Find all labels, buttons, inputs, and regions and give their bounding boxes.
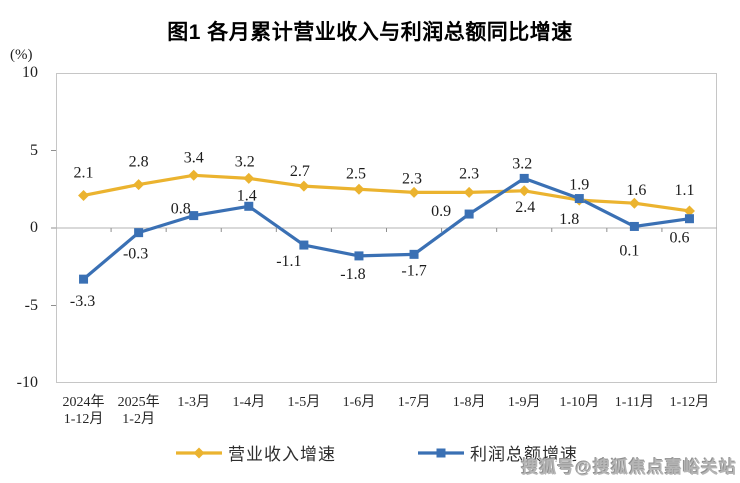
diamond-marker [298,180,310,192]
data-label: -1.1 [276,253,301,270]
diamond-marker [628,197,640,209]
diamond-marker [408,186,420,198]
data-label: 0.1 [619,242,639,259]
data-label: 0.9 [431,203,451,220]
y-axis-tick-label: 5 [30,141,38,159]
data-label: 1.9 [569,177,589,194]
y-axis-unit-label: (%) [10,47,33,63]
x-axis-label: 1-6月 [342,395,376,410]
data-label: -1.8 [340,266,365,283]
legend-marker-square [418,448,464,457]
diamond-marker [133,179,145,191]
x-axis-label: 1-11月 [614,395,654,410]
x-axis-label: 1-7月 [397,395,431,410]
data-label: 2.1 [74,164,94,181]
data-label: 0.6 [669,230,689,247]
watermark: 搜狐号@搜狐焦点嘉峪关站 [521,458,737,477]
data-label: -0.3 [123,246,148,263]
y-axis-tick-label: -10 [16,374,38,391]
data-label: 3.2 [512,155,532,172]
square-marker [519,173,529,183]
x-axis-label: 1-12月 [669,395,710,410]
diamond-marker [683,205,695,217]
data-label: 2.8 [129,154,149,171]
legend-label: 利润总额增速 [470,445,578,464]
data-label: 2.7 [290,163,310,180]
x-axis-label: 1-4月 [232,395,266,410]
y-axis-tick-label: 10 [22,64,38,81]
data-label: 1.4 [237,187,257,204]
diamond-marker [243,172,255,184]
data-label: 1.8 [559,211,579,228]
data-label: 2.5 [346,165,366,182]
diamond-marker [78,189,90,201]
legend-label: 营业收入增速 [228,445,336,464]
plot-area: 2.1 2.8 3.4 3.2 2.7 2.5 2.3 2.3 2.4 1.8 1.6 1.1 -3.3… [51,73,717,383]
square-marker [629,221,639,231]
diamond-marker [353,183,365,195]
x-axis-label: 1-9月 [507,395,541,410]
square-marker [409,249,419,259]
series-line-diamond [81,173,692,213]
legend-marker-diamond [176,447,222,458]
square-marker [244,201,254,211]
square-marker [189,211,199,221]
data-label: 1.6 [626,182,646,199]
square-marker [464,209,474,219]
data-label: 2.3 [402,170,422,187]
y-axis-tick-label: 0 [30,219,38,236]
x-axis-label: 1-10月 [559,395,600,410]
data-label: 0.8 [171,201,191,218]
y-axis-tick-label: -5 [24,296,38,314]
data-label: 1.1 [674,182,694,199]
data-label: -1.7 [401,262,426,279]
data-label: -3.3 [70,293,95,310]
series-line-square [81,176,692,281]
x-axis-label: 2025年 1-2月 [117,395,160,427]
x-axis-label: 1-3月 [177,395,211,410]
legend: 营业收入增速 利润总额增速 [0,440,740,465]
square-marker [354,251,364,261]
legend-item: 利润总额增速 [418,440,578,465]
diamond-marker [518,185,530,197]
data-label: 3.4 [184,149,204,166]
data-label: 2.4 [515,199,535,216]
chart-title: 图1 各月累计营业收入与利润总额同比增速 [167,21,573,44]
square-marker [299,240,309,250]
square-marker [684,214,694,224]
diamond-marker [188,169,200,181]
x-axis-label: 1-8月 [452,395,486,410]
data-label: 3.2 [235,153,255,170]
x-axis-label: 2024年 1-12月 [62,395,105,427]
square-marker [574,194,584,204]
diamond-marker [463,186,475,198]
square-marker [134,228,144,238]
legend-item: 营业收入增速 [176,440,336,465]
data-label: 2.3 [459,165,479,182]
x-axis-label: 1-5月 [287,395,321,410]
square-marker [79,274,89,284]
